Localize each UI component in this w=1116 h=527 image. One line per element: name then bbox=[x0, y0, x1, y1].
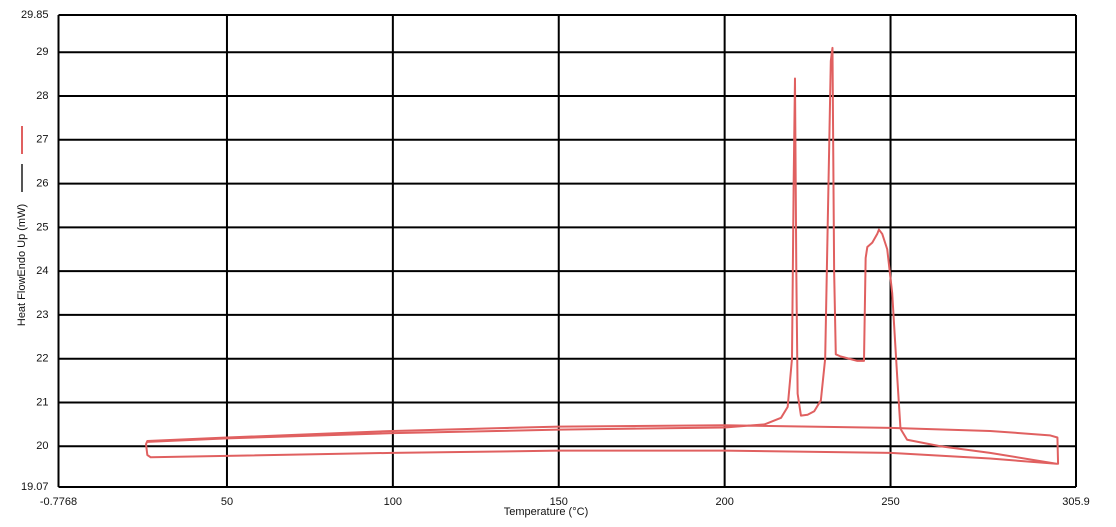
x-tick-label: 250 bbox=[881, 496, 899, 508]
x-tick-label: 100 bbox=[384, 496, 402, 508]
x-tick-label: -0.7768 bbox=[40, 496, 77, 508]
y-tick-label: 21 bbox=[36, 396, 48, 408]
x-tick-label: 200 bbox=[715, 496, 733, 508]
data-line bbox=[145, 46, 1060, 465]
y-tick-label: 27 bbox=[36, 134, 48, 146]
x-tick-label: 305.9 bbox=[1062, 496, 1090, 508]
y-tick-label: 19.07 bbox=[21, 481, 49, 493]
y-tick-label: 24 bbox=[36, 265, 48, 277]
y-tick-label: 29 bbox=[36, 46, 48, 58]
x-tick-label: 50 bbox=[221, 496, 233, 508]
y-tick-label: 22 bbox=[36, 353, 48, 365]
y-tick-label: 25 bbox=[36, 221, 48, 233]
y-tick-label: 26 bbox=[36, 177, 48, 189]
x-axis-title: Temperature (°C) bbox=[504, 506, 588, 518]
y-tick-label: 20 bbox=[36, 440, 48, 452]
y-tick-label: 29.85 bbox=[21, 9, 49, 21]
y-axis-title: Heat FlowEndo Up (mW) bbox=[16, 204, 28, 326]
y-tick-label: 23 bbox=[36, 309, 48, 321]
x-tick-label: 150 bbox=[550, 496, 568, 508]
y-tick-label: 28 bbox=[36, 90, 48, 102]
